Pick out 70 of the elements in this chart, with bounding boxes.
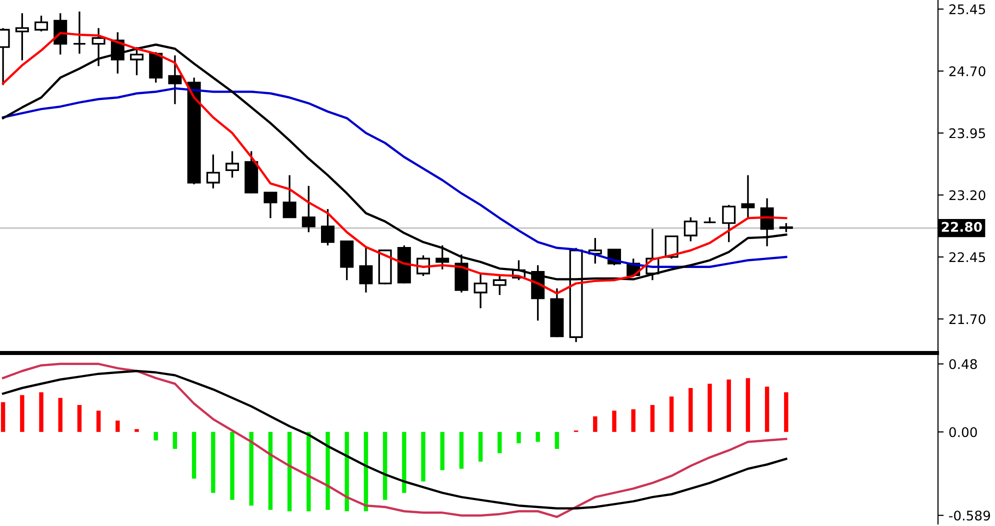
y-tick-label: 0.48 [949, 359, 977, 370]
candlestick [264, 192, 278, 219]
candlestick [321, 208, 335, 246]
candlestick [206, 154, 220, 190]
bar [116, 420, 120, 432]
candlestick [492, 274, 506, 296]
bar [708, 384, 712, 432]
bar [230, 432, 234, 500]
candlestick [149, 51, 163, 84]
y-tick-label: 23.20 [949, 190, 986, 200]
candlestick [168, 54, 182, 105]
y-tick-label: 23.95 [949, 128, 986, 138]
bar [554, 432, 560, 449]
bar [154, 432, 158, 440]
bar [631, 409, 636, 432]
candlestick [15, 12, 29, 62]
bar [268, 432, 273, 510]
bar [326, 432, 330, 510]
bar [421, 432, 426, 482]
candlestick [282, 174, 296, 218]
y-tick-label: 22.45 [949, 252, 986, 262]
bar [593, 416, 598, 432]
y-tick-label: 25.45 [949, 4, 986, 14]
candlestick [72, 10, 86, 55]
bar [382, 432, 388, 500]
candlestick [436, 244, 450, 270]
bar [20, 395, 24, 432]
bar [39, 392, 44, 432]
candlestick [359, 246, 373, 294]
candlestick [302, 185, 316, 234]
bar [498, 432, 502, 454]
candlestick [741, 174, 755, 218]
y-tick-label: 24.70 [949, 66, 986, 76]
candlestick [684, 216, 698, 242]
bar [746, 378, 750, 432]
bar [726, 380, 731, 432]
ref-line-label: 22.80 [942, 222, 982, 232]
bar [96, 410, 101, 432]
bar [459, 432, 464, 469]
candlestick [226, 150, 240, 178]
candlestick [722, 204, 736, 243]
bar [612, 410, 616, 432]
bar [784, 392, 788, 432]
y-tick-label: 0.00 [949, 427, 977, 438]
bar [478, 432, 483, 462]
candlestick [474, 272, 488, 310]
bar [77, 405, 82, 432]
bar [172, 432, 178, 449]
bar [287, 432, 292, 512]
bar [440, 432, 444, 470]
bar [669, 396, 674, 432]
bar [192, 432, 196, 479]
bar [516, 432, 521, 444]
bar [650, 405, 655, 432]
candlestick [130, 46, 144, 76]
bar [211, 432, 216, 493]
bar [364, 432, 368, 512]
bar [134, 429, 139, 432]
bar [688, 388, 693, 432]
bar [0, 402, 6, 432]
y-tick-label: 21.70 [949, 314, 986, 324]
bar [306, 432, 311, 512]
bar [249, 432, 254, 506]
candlestick [760, 197, 774, 248]
bar [536, 432, 540, 442]
bar [764, 386, 770, 432]
bar [58, 398, 62, 432]
candlestick [34, 14, 48, 32]
bar [402, 432, 406, 493]
y-tick-label: -0.589 [949, 510, 990, 521]
